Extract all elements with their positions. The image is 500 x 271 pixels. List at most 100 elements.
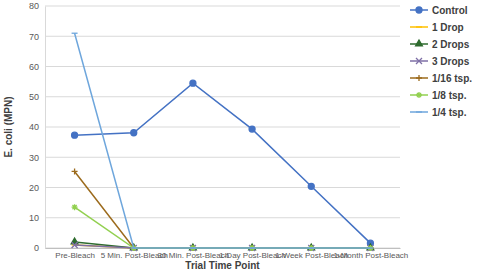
y-tick: 60 (29, 62, 45, 72)
series-marker (72, 33, 78, 34)
series-marker (72, 204, 78, 210)
series (72, 33, 374, 248)
legend-marker (416, 92, 422, 98)
legend-item: 1/4 tsp. (410, 107, 467, 118)
y-axis-line (45, 7, 46, 249)
legend-label: 1 Drop (432, 22, 464, 33)
y-axis-title: E. coli (MPN) (3, 96, 14, 157)
series-marker (249, 247, 255, 248)
legend-marker (416, 40, 423, 46)
series-marker (367, 247, 373, 248)
y-tick: 30 (29, 153, 45, 163)
series-marker (131, 247, 137, 248)
series-marker (72, 242, 78, 248)
grid-line (45, 66, 400, 67)
chart-container: 0 10 20 30 40 50 60 70 80 Pre-Bleach5 Min. Post-B… (0, 0, 500, 271)
series-marker (249, 247, 255, 248)
x-tick-label: 1-Month Post-Bleach (334, 251, 409, 260)
grid (45, 6, 400, 248)
legend-marker (416, 26, 422, 27)
grid-line (45, 127, 400, 128)
legend-label: 1/8 tsp. (432, 90, 467, 101)
legend-label: 1/16 tsp. (432, 73, 472, 84)
series-marker (190, 80, 196, 86)
y-tick-label: 40 (29, 122, 39, 132)
legend-marker (416, 7, 422, 13)
series-marker (367, 245, 373, 251)
y-tick-label: 70 (29, 32, 39, 42)
grid-line (45, 217, 400, 218)
series-line (75, 171, 371, 248)
series (72, 80, 374, 246)
series-marker (367, 245, 373, 251)
y-tick: 70 (29, 32, 45, 42)
series-marker (72, 132, 78, 138)
grid-line (45, 6, 400, 7)
legend-line (410, 26, 428, 28)
grid-line (45, 157, 400, 158)
x-axis: Pre-Bleach5 Min. Post-Bleach30 Min. Post… (46, 248, 409, 260)
y-tick: 20 (29, 183, 45, 193)
y-tick-label: 20 (29, 183, 39, 193)
legend-marker (416, 58, 422, 64)
grid-line (45, 36, 400, 37)
y-tick-label: 30 (29, 153, 39, 163)
series-marker (308, 245, 314, 251)
y-tick-label: 80 (29, 1, 39, 11)
x-tick: Pre-Bleach (55, 248, 95, 260)
legend-line (410, 111, 428, 113)
legend-item: 1/8 tsp. (410, 90, 467, 101)
series-marker (190, 247, 196, 248)
plot: 0 10 20 30 40 50 60 70 80 Pre-Bleach5 Min. Post-B… (29, 1, 408, 259)
legend-item: Control (410, 5, 468, 16)
legend-label: 2 Drops (432, 39, 470, 50)
legend: Control 1 Drop 2 Drops 3 Drops 1/16 tsp. 1/8 … (410, 5, 472, 118)
y-tick: 50 (29, 92, 45, 102)
series-marker (308, 183, 314, 189)
legend-item: 3 Drops (410, 56, 470, 67)
series-marker (367, 247, 373, 248)
legend-label: 1/4 tsp. (432, 107, 467, 118)
series-marker (249, 245, 255, 251)
grid-line (45, 187, 400, 188)
legend-item: 1 Drop (410, 22, 464, 33)
y-tick: 0 (34, 243, 45, 253)
series-marker (308, 247, 314, 248)
y-tick-label: 60 (29, 62, 39, 72)
grid-line (45, 96, 400, 97)
series-line (75, 207, 371, 248)
y-tick-label: 50 (29, 92, 39, 102)
series-marker (72, 168, 78, 174)
series-marker (190, 245, 196, 251)
series-marker (131, 247, 137, 248)
series (72, 242, 374, 251)
series-marker (249, 245, 255, 251)
series-marker (190, 247, 196, 248)
series-marker (190, 245, 196, 251)
legend-label: Control (432, 5, 468, 16)
legend-label: 3 Drops (432, 56, 470, 67)
series-group (71, 33, 374, 251)
series-marker (190, 245, 196, 251)
series (72, 204, 374, 251)
legend-item: 2 Drops (410, 39, 470, 50)
y-tick-label: 10 (29, 213, 39, 223)
y-axis: 0 10 20 30 40 50 60 70 80 (29, 1, 46, 253)
series (72, 168, 374, 251)
y-tick-label: 0 (34, 243, 39, 253)
x-tick-label: Pre-Bleach (55, 251, 95, 260)
x-axis-title: Trial Time Point (185, 260, 260, 271)
series-line (75, 242, 371, 248)
series-marker (249, 245, 255, 251)
series-line (75, 83, 371, 243)
chart: 0 10 20 30 40 50 60 70 80 Pre-Bleach5 Min. Post-B… (0, 0, 500, 271)
legend-marker (416, 75, 422, 81)
series-marker (249, 126, 255, 132)
series-marker (367, 245, 373, 251)
series-marker (131, 130, 137, 136)
y-tick: 40 (29, 122, 45, 132)
y-tick: 10 (29, 213, 45, 223)
y-tick: 80 (29, 1, 45, 11)
series-marker (308, 245, 314, 251)
series-marker (308, 247, 314, 248)
